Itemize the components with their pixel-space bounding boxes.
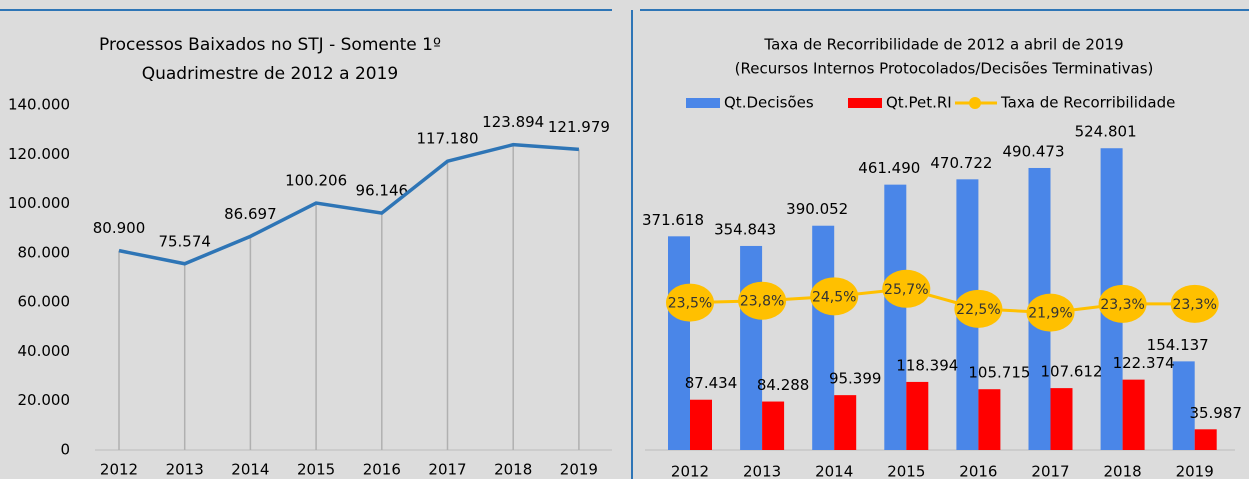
data-label: 95.399: [829, 370, 882, 388]
y-tick-label: 20.000: [18, 391, 71, 409]
data-label: 154.137: [1147, 336, 1209, 354]
bar: [1122, 379, 1145, 450]
chart-title: Taxa de Recorribilidade de 2012 a abril …: [763, 36, 1123, 54]
data-label: 23,3%: [1172, 297, 1216, 313]
x-tick-label: 2014: [231, 461, 269, 479]
y-tick-label: 120.000: [8, 145, 70, 163]
data-label: 524.801: [1075, 123, 1137, 141]
data-label: 470.722: [930, 154, 992, 172]
bar: [762, 401, 785, 450]
bar: [812, 225, 835, 450]
data-label: 84.288: [757, 376, 810, 394]
bar: [978, 389, 1001, 450]
marker: [882, 269, 931, 308]
y-tick-label: 140.000: [8, 96, 70, 114]
bar: [884, 184, 907, 450]
marker: [738, 281, 787, 320]
data-label: 80.900: [93, 219, 146, 237]
bar: [1172, 361, 1195, 450]
legend-label: Qt.Decisões: [724, 94, 814, 112]
legend-swatch: [686, 98, 720, 108]
data-label: 25,7%: [884, 282, 928, 298]
bar: [906, 381, 929, 450]
data-label: 490.473: [1002, 142, 1064, 160]
data-label: 23,3%: [1100, 297, 1144, 313]
x-tick-label: 2017: [428, 461, 466, 479]
y-tick-label: 40.000: [18, 342, 71, 360]
marker: [810, 277, 859, 316]
y-tick-label: 100.000: [8, 194, 70, 212]
data-label: 22,5%: [956, 302, 1000, 318]
data-label: 100.206: [285, 172, 347, 190]
data-label: 23,8%: [740, 294, 784, 310]
x-tick-label: 2017: [1031, 463, 1069, 479]
x-tick-label: 2016: [363, 461, 401, 479]
data-label: 35.987: [1189, 404, 1242, 422]
y-tick-label: 60.000: [18, 293, 71, 311]
marker: [666, 283, 714, 322]
marker: [954, 289, 1003, 328]
data-label: 107.612: [1040, 363, 1102, 381]
bar: [690, 399, 712, 450]
data-label: 117.180: [416, 130, 478, 148]
bar: [740, 245, 763, 450]
data-label: 118.394: [896, 356, 958, 374]
x-tick-label: 2014: [815, 463, 853, 479]
bar: [1050, 388, 1073, 450]
bar: [1194, 429, 1217, 450]
x-tick-label: 2013: [166, 461, 204, 479]
data-label: 371.618: [642, 211, 704, 229]
x-tick-label: 2016: [959, 463, 997, 479]
data-label: 122.374: [1113, 354, 1175, 372]
chart-title: Processos Baixados no STJ - Somente 1º: [99, 35, 441, 55]
x-tick-label: 2015: [297, 461, 335, 479]
y-tick-label: 80.000: [18, 243, 71, 261]
data-label: 121.979: [548, 118, 610, 136]
x-tick-label: 2018: [494, 461, 532, 479]
bar: [834, 395, 857, 450]
x-tick-label: 2015: [887, 463, 925, 479]
legend-swatch: [969, 97, 981, 109]
x-tick-label: 2019: [560, 461, 598, 479]
chart-title: (Recursos Internos Protocolados/Decisões…: [735, 60, 1154, 78]
legend-label: Qt.Pet.RI: [886, 94, 952, 112]
data-label: 461.490: [858, 159, 920, 177]
x-tick-label: 2012: [100, 461, 138, 479]
chart-title: Quadrimestre de 2012 a 2019: [142, 64, 399, 84]
marker: [1098, 284, 1147, 323]
data-label: 86.697: [224, 205, 277, 223]
data-label: 354.843: [714, 220, 776, 238]
legend-swatch: [848, 98, 882, 108]
data-label: 105.715: [968, 364, 1030, 382]
marker: [1026, 293, 1075, 332]
line: [118, 142, 580, 266]
data-label: 390.052: [786, 200, 848, 218]
data-label: 21,9%: [1028, 306, 1072, 322]
data-label: 23,5%: [668, 296, 712, 312]
data-label: 75.574: [158, 232, 211, 250]
bar: [668, 236, 690, 450]
data-label: 24,5%: [812, 289, 856, 305]
data-label: 123.894: [482, 113, 544, 131]
x-tick-label: 2018: [1104, 463, 1142, 479]
data-label: 96.146: [356, 182, 409, 200]
x-tick-label: 2012: [671, 463, 709, 479]
x-tick-label: 2019: [1176, 463, 1214, 479]
data-label: 87.434: [685, 374, 738, 392]
y-tick-label: 0: [60, 441, 70, 459]
x-tick-label: 2013: [743, 463, 781, 479]
marker: [1170, 284, 1219, 323]
legend-label: Taxa de Recorribilidade: [1000, 94, 1175, 112]
